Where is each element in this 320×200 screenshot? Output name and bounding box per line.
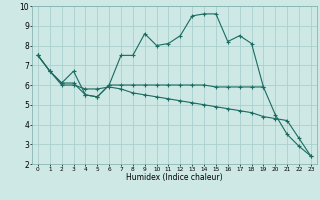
X-axis label: Humidex (Indice chaleur): Humidex (Indice chaleur) <box>126 173 223 182</box>
